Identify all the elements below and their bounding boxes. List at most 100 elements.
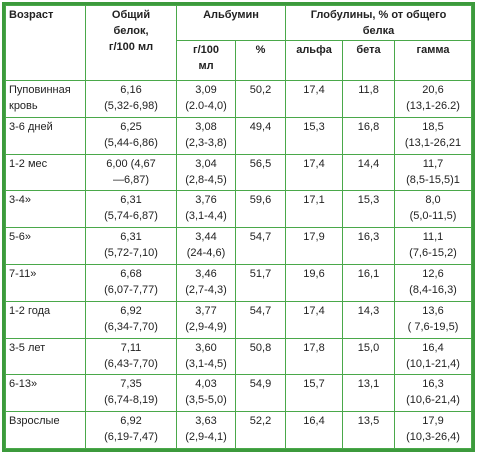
cell-line: 11,7: [422, 157, 444, 170]
table-cell: 6,68 (6,07-7,77): [85, 263, 177, 302]
cell-line: Общий: [111, 9, 151, 21]
cell-line: 14,3: [357, 304, 380, 317]
cell-line: 16,8: [357, 120, 380, 133]
table-cell: 7,11 (6,43-7,70): [85, 337, 177, 376]
table-cell: 6,31 (5,74-6,87): [85, 190, 177, 229]
cell-line: бета: [356, 44, 381, 56]
table-row: 3-6 дней 6,25 (5,44-6,86) 3,08 (2,3-3,8) 49,4…: [5, 116, 472, 155]
table-cell: 3,08 (2,3-3,8): [176, 116, 236, 155]
table-cell: 3,60 (3,1-4,5): [176, 337, 236, 376]
cell-line: 4,03: [195, 378, 217, 391]
cell-line: г/100 мл: [108, 41, 154, 53]
cell-line: альфа: [296, 44, 332, 56]
cell-line: кровь: [9, 100, 38, 112]
table-cell: 3-6 дней: [5, 116, 86, 155]
table-cell: 3-5 лет: [5, 337, 86, 376]
cell-line: 19,6: [303, 267, 325, 280]
cell-line: мл: [198, 60, 214, 72]
table-cell: 3,63 (2,9-4,1): [176, 411, 236, 449]
cell-line: (5,44-6,86): [104, 136, 158, 149]
table-cell: 16,4: [285, 411, 344, 449]
table-cell: 13,6 ( 7,6-19,5): [394, 300, 472, 339]
table-cell: 16,4 (10,1-21,4): [394, 337, 472, 376]
cell-line: 17,1: [303, 194, 325, 207]
cell-line: (8,4-16,3): [409, 283, 457, 296]
cell-line: 14,4: [357, 157, 380, 170]
cell-line: 3,60: [195, 341, 217, 354]
cell-line: 3,46: [195, 267, 217, 280]
table-cell: 17,4: [285, 80, 344, 118]
table-row: Взрослые 6,92 (6,19-7,47) 3,63 (2,9-4,1) 52,2…: [5, 411, 472, 449]
cell-line: 1-2 мес: [9, 157, 48, 170]
header-cell: альфа: [285, 40, 344, 81]
cell-line: белка: [362, 25, 395, 37]
table-cell: 1-2 мес: [5, 153, 86, 192]
table-row: 1-2 года 6,92 (6,34-7,70) 3,77 (2,9-4,9) 54,7…: [5, 300, 472, 339]
cell-line: (6,34-7,70): [104, 320, 158, 333]
table-cell: Взрослые: [5, 411, 86, 449]
table-cell: 17,4: [285, 153, 344, 192]
table-cell: 18,5 (13,1-26,21: [394, 116, 472, 155]
table-cell: 17,1: [285, 190, 344, 229]
table-row: 3-4» 6,31 (5,74-6,87) 3,76 (3,1-4,4) 59,6 17,1…: [5, 190, 472, 229]
cell-line: (24-4,6): [186, 247, 226, 260]
cell-line: 17,9: [303, 231, 325, 244]
cell-line: (7,6-15,2): [409, 247, 457, 260]
table-cell: 3-4»: [5, 190, 86, 229]
cell-line: 18,5: [422, 120, 444, 133]
cell-line: 50,8: [249, 341, 272, 354]
cell-line: 15,3: [357, 194, 380, 207]
table-cell: 7-11»: [5, 263, 86, 302]
table-cell: 16,3: [342, 227, 396, 265]
table-cell: 19,6: [285, 263, 344, 302]
table-row: 1-2 мес 6,00 (4,67 —6,87) 3,04 (2,8-4,5) 56,5…: [5, 153, 472, 192]
cell-line: (2,3-3,8): [185, 136, 227, 149]
cell-line: (5,32-6,98): [104, 100, 158, 112]
cell-line: 17,9: [422, 415, 444, 428]
table-cell: 15,3: [285, 116, 344, 155]
cell-line: 3,08: [195, 120, 217, 133]
cell-line: 6,92: [120, 304, 142, 317]
cell-line: 6,00 (4,67: [106, 157, 156, 170]
table-cell: 50,8: [234, 337, 287, 376]
header-cell: г/100 мл: [176, 40, 236, 81]
table-row: 5-6» 6,31 (5,72-7,10) 3,44 (24-4,6) 54,7 17,9 1…: [5, 227, 472, 265]
cell-line: 16,3: [357, 231, 380, 244]
table-cell: 13,1: [342, 374, 396, 413]
cell-line: 3,04: [195, 157, 217, 170]
cell-line: белок,: [113, 25, 149, 37]
table-cell: 51,7: [234, 263, 287, 302]
table-cell: 6,00 (4,67 —6,87): [85, 153, 177, 192]
cell-line: 5-6»: [9, 231, 32, 244]
cell-line: 11,8: [358, 84, 379, 96]
cell-line: 12,6: [422, 267, 444, 280]
table-cell: 6,16 (5,32-6,98): [85, 80, 177, 118]
table-cell: 13,5: [342, 411, 396, 449]
cell-line: (10,1-21,4): [406, 357, 460, 370]
table-cell: Пуповинная кровь: [5, 80, 86, 118]
table-cell: 6,92 (6,34-7,70): [85, 300, 177, 339]
header-cell: Общий белок, г/100 мл: [85, 5, 177, 81]
cell-line: 15,0: [357, 341, 380, 354]
cell-line: (2,8-4,5): [185, 173, 227, 186]
cell-line: 15,3: [303, 120, 325, 133]
cell-line: 6,25: [120, 120, 142, 133]
table-cell: 16,1: [342, 263, 396, 302]
cell-line: (6,43-7,70): [104, 357, 158, 370]
data-table: Возраст Общий белок, г/100 мл Альбумин Глобул…: [5, 5, 472, 449]
header-cell: гамма: [394, 40, 472, 81]
cell-line: 13,5: [357, 415, 380, 428]
table-cell: 3,46 (2,7-4,3): [176, 263, 236, 302]
cell-line: —6,87): [112, 173, 150, 186]
cell-line: 3,77: [195, 304, 217, 317]
cell-line: 52,2: [249, 415, 272, 428]
cell-line: (3,1-4,5): [185, 357, 227, 370]
table-cell: 12,6 (8,4-16,3): [394, 263, 472, 302]
cell-line: (3,1-4,4): [185, 210, 227, 223]
cell-line: 3-5 лет: [9, 341, 46, 354]
table-cell: 3,04 (2,8-4,5): [176, 153, 236, 192]
table-cell: 3,44 (24-4,6): [176, 227, 236, 265]
cell-line: 17,8: [303, 341, 325, 354]
cell-line: (2,9-4,9): [185, 320, 227, 333]
